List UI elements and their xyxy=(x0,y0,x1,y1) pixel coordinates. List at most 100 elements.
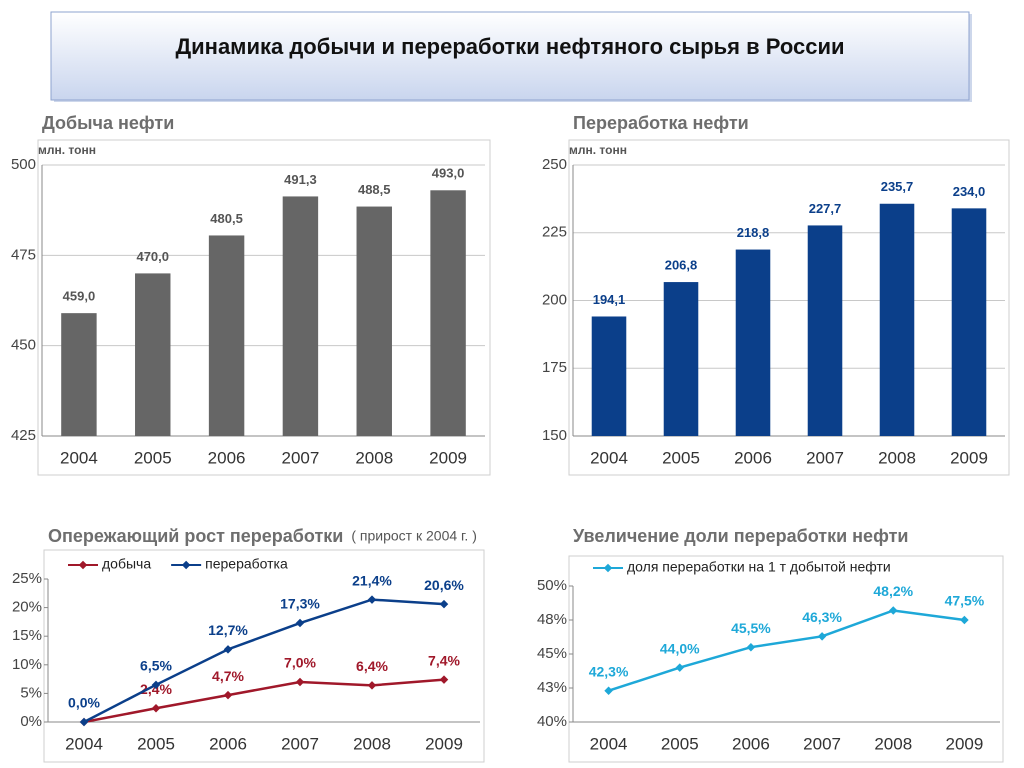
y-axis-label: млн. тонн xyxy=(38,143,96,157)
x-tick-label: 2007 xyxy=(803,734,841,753)
bar xyxy=(282,196,319,436)
point-marker xyxy=(960,615,969,625)
value-label: 227,7 xyxy=(809,201,842,216)
x-tick-label: 2008 xyxy=(874,734,912,753)
slide-title: Динамика добычи и переработки нефтяного … xyxy=(175,34,844,59)
point-marker xyxy=(604,686,613,695)
point-marker xyxy=(295,677,305,687)
series-line xyxy=(608,609,965,692)
value-label: 459,0 xyxy=(63,289,96,304)
panel-subtitle: ( прирост к 2004 г. ) xyxy=(351,528,477,544)
value-label: 0,0% xyxy=(68,695,100,711)
x-tick-label: 2008 xyxy=(355,448,393,467)
legend-marker xyxy=(181,560,191,570)
panel-title: Увеличение доли переработки нефти xyxy=(573,526,908,546)
x-tick-label: 2004 xyxy=(60,448,98,467)
bar xyxy=(430,190,466,436)
value-label: 48,2% xyxy=(873,583,913,599)
plot-frame xyxy=(43,549,485,763)
series-line xyxy=(83,598,445,724)
value-label: 44,0% xyxy=(660,640,700,656)
value-label: 2,4% xyxy=(140,681,172,697)
legend-label: добыча xyxy=(102,556,151,572)
x-tick-label: 2004 xyxy=(590,734,628,753)
value-label: 493,0 xyxy=(432,166,465,181)
header-box xyxy=(50,11,970,101)
bar xyxy=(591,316,627,436)
x-tick-label: 2006 xyxy=(734,448,772,467)
point-marker xyxy=(223,690,233,700)
value-label: 45,5% xyxy=(731,620,771,636)
y-axis-label: млн. тонн xyxy=(569,143,627,157)
y-tick-label: 20% xyxy=(12,599,42,616)
x-tick-label: 2007 xyxy=(282,448,320,467)
y-tick-label: 450 xyxy=(11,337,36,354)
x-tick-label: 2008 xyxy=(353,734,391,753)
y-tick-label: 48% xyxy=(537,611,567,628)
value-label: 491,3 xyxy=(284,172,317,187)
bar xyxy=(735,249,771,436)
legend-label: доля переработки на 1 т добытой нефти xyxy=(627,559,891,575)
x-tick-label: 2009 xyxy=(425,734,463,753)
point-marker xyxy=(439,675,449,684)
point-marker xyxy=(367,681,377,690)
value-label: 7,4% xyxy=(428,652,460,668)
point-marker xyxy=(439,599,449,609)
x-tick-label: 2009 xyxy=(946,734,984,753)
value-label: 234,0 xyxy=(953,184,986,199)
point-marker xyxy=(675,663,684,672)
value-label: 21,4% xyxy=(352,572,392,588)
plot-frame xyxy=(568,555,1004,763)
y-tick-label: 50% xyxy=(537,577,567,594)
x-tick-label: 2005 xyxy=(662,448,700,467)
point-marker xyxy=(79,717,89,727)
point-marker xyxy=(223,645,233,654)
panel-title: Добыча нефти xyxy=(42,113,174,133)
x-tick-label: 2009 xyxy=(950,448,988,467)
y-tick-label: 5% xyxy=(20,684,42,701)
y-tick-label: 45% xyxy=(537,645,567,662)
value-label: 480,5 xyxy=(210,211,243,226)
legend-label: переработка xyxy=(205,556,288,572)
value-label: 4,7% xyxy=(212,668,244,684)
point-marker xyxy=(889,606,898,615)
x-tick-label: 2006 xyxy=(209,734,247,753)
value-label: 20,6% xyxy=(424,577,464,593)
legend-marker xyxy=(78,560,88,570)
y-tick-label: 175 xyxy=(542,359,567,376)
value-label: 7,0% xyxy=(284,655,316,671)
point-marker xyxy=(817,632,827,641)
bar xyxy=(208,235,245,436)
value-label: 46,3% xyxy=(802,609,842,625)
value-label: 488,5 xyxy=(358,182,391,197)
x-tick-label: 2005 xyxy=(661,734,699,753)
bar xyxy=(879,203,915,436)
bar xyxy=(356,206,392,436)
value-label: 17,3% xyxy=(280,596,320,612)
value-label: 42,3% xyxy=(589,663,629,679)
value-label: 6,5% xyxy=(140,658,172,674)
y-tick-label: 0% xyxy=(20,713,42,730)
x-tick-label: 2004 xyxy=(590,448,628,467)
value-label: 218,8 xyxy=(737,225,770,240)
y-tick-label: 40% xyxy=(537,713,567,730)
x-tick-label: 2006 xyxy=(732,734,770,753)
y-tick-label: 500 xyxy=(11,156,36,173)
x-tick-label: 2006 xyxy=(208,448,246,467)
point-marker xyxy=(367,595,377,604)
x-tick-label: 2007 xyxy=(806,448,844,467)
bar xyxy=(135,273,171,436)
bar xyxy=(807,225,843,436)
bar xyxy=(61,313,97,436)
x-tick-label: 2004 xyxy=(65,734,103,753)
x-tick-label: 2005 xyxy=(134,448,172,467)
y-tick-label: 15% xyxy=(12,627,42,644)
plot-frame xyxy=(37,139,491,476)
x-tick-label: 2008 xyxy=(878,448,916,467)
y-tick-label: 200 xyxy=(542,291,567,308)
value-label: 470,0 xyxy=(136,249,169,264)
value-label: 206,8 xyxy=(665,258,698,273)
point-marker xyxy=(746,642,756,652)
